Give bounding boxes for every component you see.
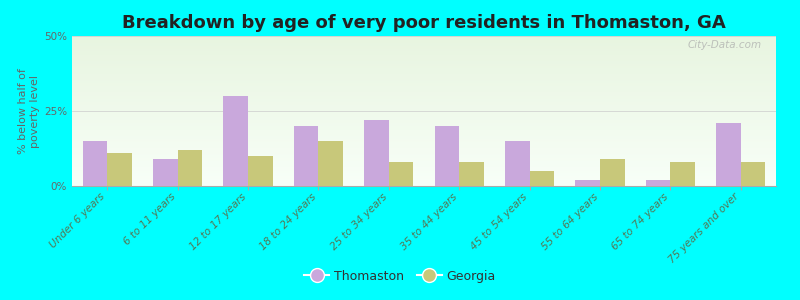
Bar (670, 162, 695, 186)
Bar (82, 141, 107, 186)
Bar (600, 159, 625, 186)
Bar (459, 162, 484, 186)
Bar (575, 180, 600, 186)
Bar (505, 141, 530, 186)
Text: City-Data.com: City-Data.com (688, 40, 762, 50)
Bar (434, 126, 459, 186)
Bar (248, 156, 273, 186)
Y-axis label: % below half of
poverty level: % below half of poverty level (18, 68, 40, 154)
Bar (389, 162, 414, 186)
Bar (153, 159, 178, 186)
Bar (716, 123, 741, 186)
Bar (646, 180, 670, 186)
Bar (178, 150, 202, 186)
Title: Breakdown by age of very poor residents in Thomaston, GA: Breakdown by age of very poor residents … (122, 14, 726, 32)
Bar (223, 96, 248, 186)
Bar (364, 120, 389, 186)
Legend: Thomaston, Georgia: Thomaston, Georgia (299, 265, 501, 288)
Bar (530, 171, 554, 186)
Bar (294, 126, 318, 186)
Bar (318, 141, 343, 186)
Bar (107, 153, 132, 186)
Bar (741, 162, 766, 186)
